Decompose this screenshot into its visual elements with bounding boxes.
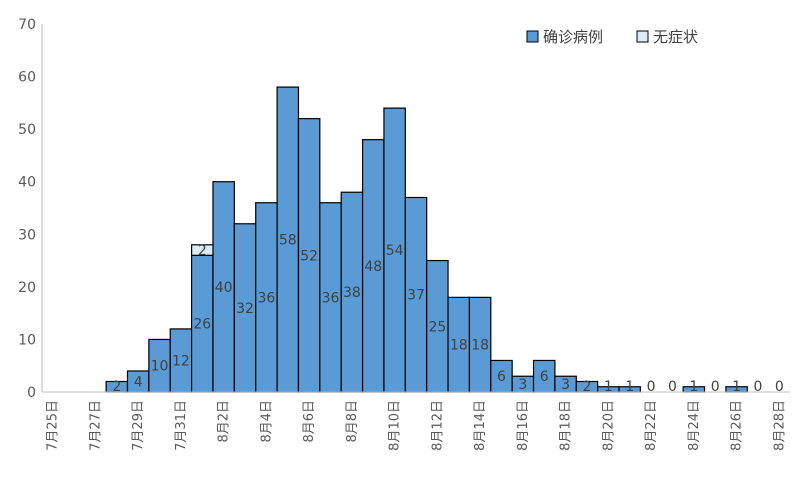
data-label: 1 xyxy=(625,379,634,395)
x-tick-label: 8月2日 xyxy=(217,400,232,443)
data-label: 1 xyxy=(732,379,741,395)
data-label: 18 xyxy=(450,338,468,354)
data-label: 0 xyxy=(711,379,720,395)
legend-label: 确诊病例 xyxy=(543,28,603,46)
data-label: 18 xyxy=(471,338,489,354)
y-tick-label: 40 xyxy=(18,175,36,191)
data-label: 2 xyxy=(583,379,592,395)
data-label: 1 xyxy=(689,379,698,395)
x-tick-label: 8月28日 xyxy=(772,400,787,451)
data-label: 25 xyxy=(428,319,446,335)
x-tick-label: 8月12日 xyxy=(430,400,445,451)
legend-swatch xyxy=(636,30,649,43)
x-tick-label: 8月6日 xyxy=(302,400,317,443)
data-label: 1 xyxy=(604,379,613,395)
data-label: 10 xyxy=(151,359,169,375)
data-label: 12 xyxy=(172,353,190,369)
y-tick-label: 20 xyxy=(18,280,36,296)
y-tick-label: 70 xyxy=(18,17,36,33)
x-tick-label: 8月18日 xyxy=(559,400,574,451)
data-label: 48 xyxy=(364,259,382,275)
x-tick-label: 8月24日 xyxy=(687,400,702,451)
x-tick-label: 8月10日 xyxy=(388,400,403,451)
data-label: 52 xyxy=(300,248,318,264)
x-tick-label: 8月26日 xyxy=(730,400,745,451)
x-tick-label: 8月20日 xyxy=(601,400,616,451)
data-label: 6 xyxy=(497,369,506,385)
data-label: 4 xyxy=(134,374,143,390)
x-tick-label: 8月8日 xyxy=(345,400,360,443)
x-tick-label: 7月31日 xyxy=(174,400,189,451)
data-label: 40 xyxy=(215,280,233,296)
y-tick-label: 0 xyxy=(27,385,36,401)
data-label: 6 xyxy=(540,369,549,385)
y-tick-label: 30 xyxy=(18,227,36,243)
data-label: 36 xyxy=(322,290,340,306)
x-tick-label: 8月22日 xyxy=(644,400,659,451)
x-tick-label: 7月29日 xyxy=(131,400,146,451)
data-label: 37 xyxy=(407,288,425,304)
data-label: 54 xyxy=(386,243,404,259)
x-tick-label: 8月4日 xyxy=(259,400,274,443)
y-tick-label: 10 xyxy=(18,332,36,348)
data-label: 38 xyxy=(343,285,361,301)
legend-label: 无症状 xyxy=(653,28,698,46)
bar-asymptomatic xyxy=(191,244,214,256)
x-tick-label: 7月25日 xyxy=(46,400,61,451)
data-label: 2 xyxy=(198,243,207,259)
x-tick-label: 8月14日 xyxy=(473,400,488,451)
data-label: 58 xyxy=(279,233,297,249)
data-label: 0 xyxy=(753,379,762,395)
x-tick-label: 8月16日 xyxy=(516,400,531,451)
y-tick-label: 50 xyxy=(18,122,36,138)
y-tick-label: 60 xyxy=(18,70,36,86)
data-label: 3 xyxy=(561,377,570,393)
data-label: 2 xyxy=(112,379,121,395)
data-label: 0 xyxy=(775,379,784,395)
data-label: 32 xyxy=(236,301,254,317)
x-tick-label: 7月27日 xyxy=(88,400,103,451)
data-label: 0 xyxy=(647,379,656,395)
data-label: 3 xyxy=(518,377,527,393)
data-label: 0 xyxy=(668,379,677,395)
data-label: 36 xyxy=(257,290,275,306)
data-label: 26 xyxy=(193,317,211,333)
legend-swatch xyxy=(526,30,539,43)
